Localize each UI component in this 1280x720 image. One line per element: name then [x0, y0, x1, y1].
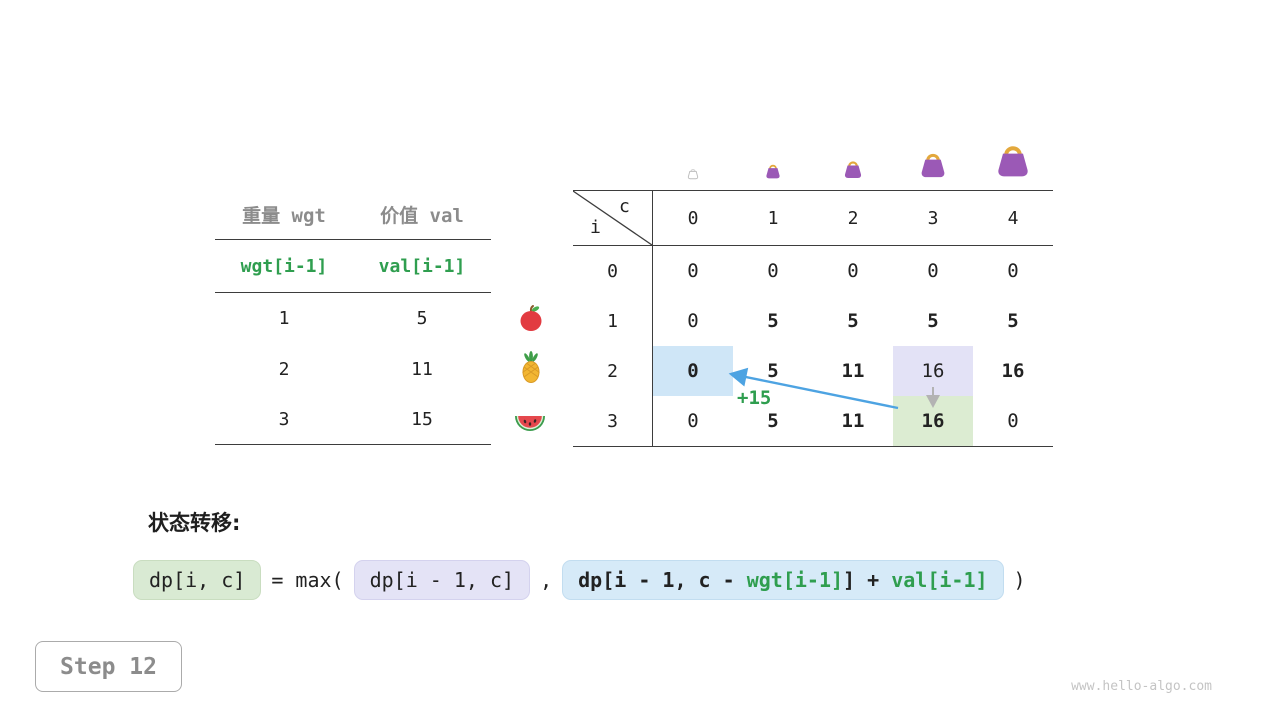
bag-outline-icon: [686, 167, 700, 180]
dp-cell-2-3: 16: [893, 346, 973, 396]
formula-separator: ,: [540, 568, 553, 592]
transition-formula: dp[i, c] = max( dp[i - 1, c] , dp[i - 1,…: [133, 560, 1029, 600]
dp-col-header-1: 1: [733, 191, 813, 246]
dp-col-header-3: 3: [893, 191, 973, 246]
dp-cell-2-2: 11: [841, 360, 865, 382]
dp-cell-3-4: 0: [1007, 410, 1019, 432]
formula-option1-chip: dp[i - 1, c]: [353, 560, 531, 600]
item-val-row1: 5: [416, 308, 428, 329]
dp-cell-3-0: 0: [687, 410, 699, 432]
item-table-header-weight: 重量 wgt: [215, 190, 353, 240]
dp-cell-0-2: 0: [847, 260, 859, 282]
dp-col-header-0: 0: [653, 191, 733, 246]
dp-cell-0-3: 0: [927, 260, 939, 282]
dp-cell-2-1: 5: [767, 360, 779, 382]
dp-cell-1-1: 5: [767, 310, 779, 332]
item-table: 重量 wgt 价值 val wgt[i-1] val[i-1] 1 5 2 11…: [215, 190, 491, 445]
item-val-row2: 11: [411, 359, 433, 380]
dp-col-header-2: 2: [813, 191, 893, 246]
dp-cell-3-2: 11: [841, 410, 865, 432]
dp-cell-0-4: 0: [1007, 260, 1019, 282]
formula-option2-chip: dp[i - 1, c - wgt[i-1]] + val[i-1]: [562, 560, 1004, 600]
watermelon-icon: [513, 407, 547, 435]
item-table-header-value: 价值 val: [353, 190, 491, 240]
dp-row-header-1: 1: [573, 296, 653, 346]
step-badge: Step 12: [35, 641, 182, 692]
dp-cell-2-0: 0: [653, 346, 733, 396]
dp-col-header-4: 4: [973, 191, 1053, 246]
dp-cell-0-0: 0: [687, 260, 699, 282]
pineapple-icon: [518, 350, 544, 384]
dp-row-header-0: 0: [573, 246, 653, 296]
formula-closing: ): [1013, 568, 1026, 592]
corner-row-label: i: [590, 217, 601, 238]
dp-row-header-3: 3: [573, 396, 653, 446]
formula-option2-seg3: ] +: [843, 568, 892, 592]
item-wgt-row3: 3: [215, 395, 353, 445]
bag-xlarge-icon: [991, 140, 1035, 180]
dp-row-header-2: 2: [573, 346, 653, 396]
dp-cell-3-3: 16: [893, 396, 973, 446]
formula-lhs-chip: dp[i, c]: [133, 560, 262, 600]
formula-option2-seg1: dp[i - 1, c -: [578, 568, 747, 592]
formula-option2-val: val[i-1]: [891, 568, 988, 592]
item-val-row3: 15: [353, 395, 491, 445]
dp-cell-1-3: 5: [927, 310, 939, 332]
apple-icon: [517, 303, 545, 333]
dp-cell-1-0: 0: [687, 310, 699, 332]
transition-value-label: +15: [737, 387, 772, 409]
dp-cell-3-1: 5: [767, 410, 779, 432]
watermark: www.hello-algo.com: [1071, 679, 1212, 694]
bag-small-icon: [763, 162, 783, 180]
formula-option2-wgt: wgt[i-1]: [746, 568, 844, 592]
formula-operator: = max(: [271, 568, 344, 592]
item-wgt-row2: 2: [278, 359, 290, 380]
dp-cell-2-4: 16: [1001, 360, 1025, 382]
corner-diagonal-line: [573, 191, 652, 245]
dp-cell-1-4: 5: [1007, 310, 1019, 332]
dp-cell-0-1: 0: [767, 260, 779, 282]
bag-large-icon: [916, 149, 950, 180]
item-wgt-row1: 1: [278, 308, 290, 329]
corner-col-label: c: [619, 196, 630, 217]
transition-heading: 状态转移:: [148, 511, 241, 535]
dp-corner-cell: c i: [573, 191, 653, 246]
item-table-var-val: val[i-1]: [353, 240, 491, 293]
dp-table: c i 0 1 2 3 4 0 0 0 0 0 0 1 0 5 5 5 5 2 …: [573, 190, 1053, 447]
dp-cell-1-2: 5: [847, 310, 859, 332]
bag-medium-icon: [841, 158, 865, 180]
item-table-var-wgt: wgt[i-1]: [215, 240, 353, 293]
